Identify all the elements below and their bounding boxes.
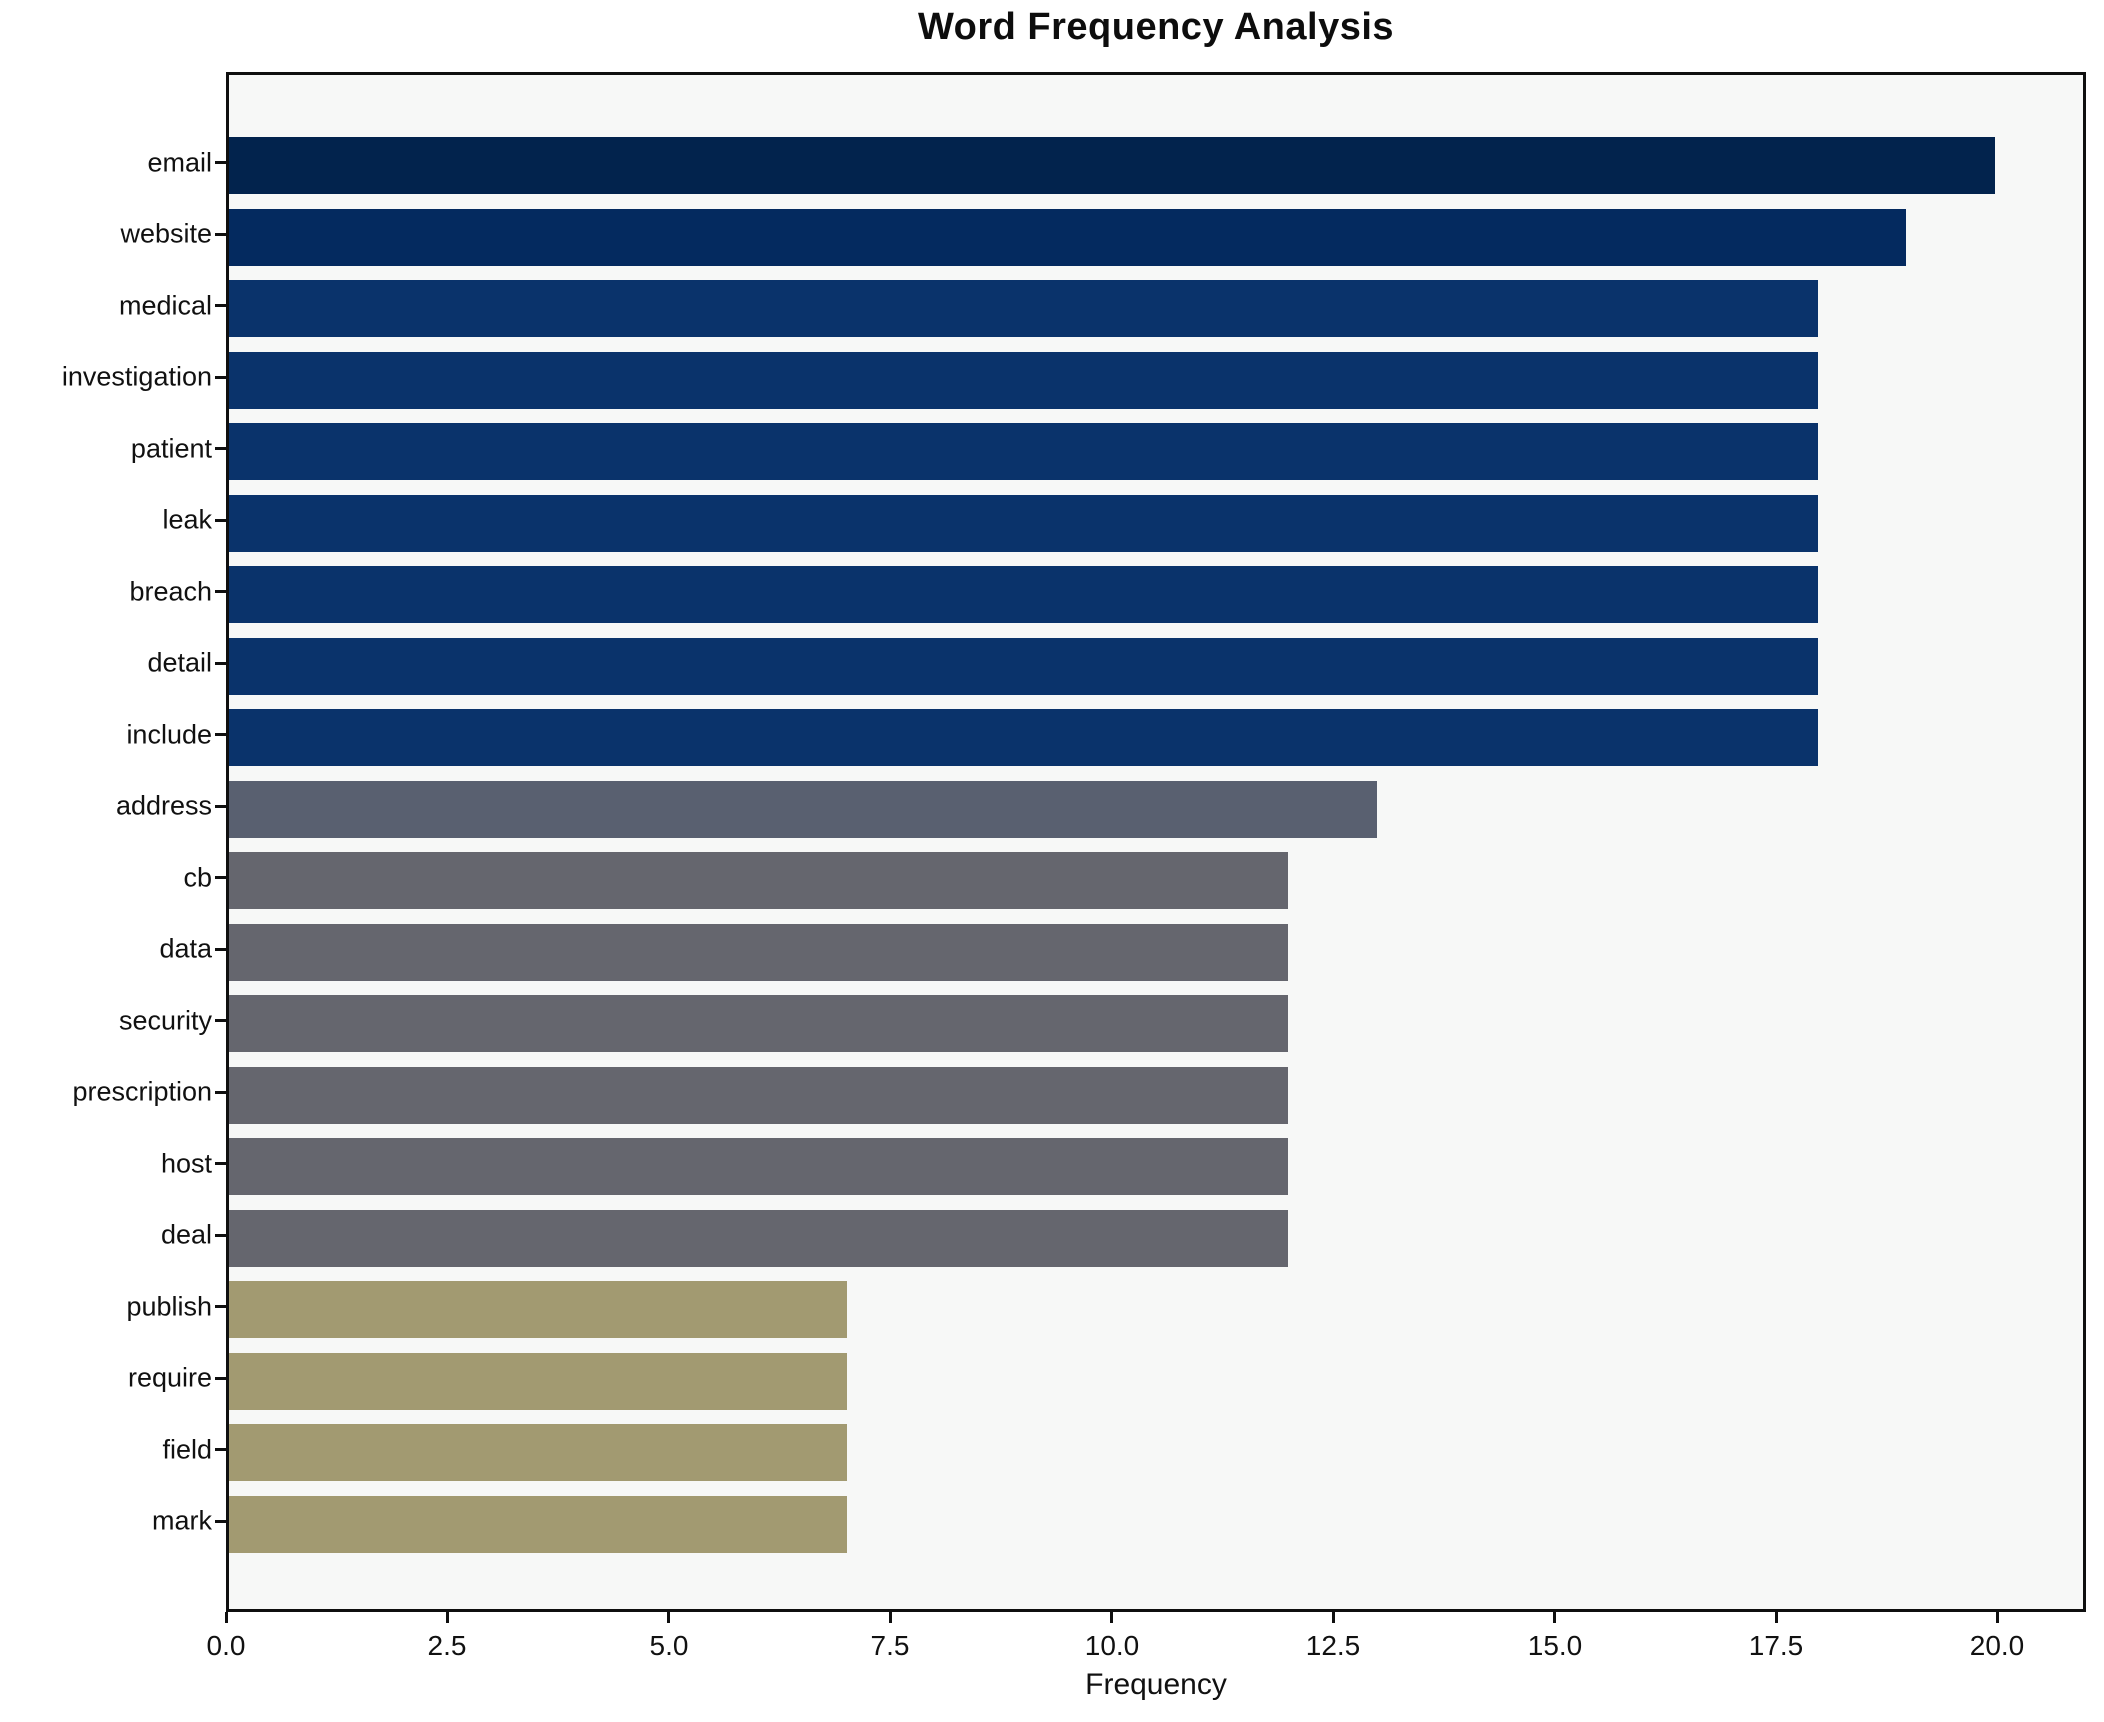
bar-investigation [229,352,1819,409]
bar-prescription [229,1067,1289,1124]
bar-breach [229,566,1819,623]
y-axis-label-leak: leak [162,504,212,535]
y-tick-investigation [215,376,226,379]
y-axis-label-field: field [162,1434,212,1465]
y-axis-label-address: address [115,790,212,821]
y-axis-label-mark: mark [152,1505,212,1536]
chart-title: Word Frequency Analysis [917,6,1395,48]
x-tick-7.5 [889,1612,892,1623]
y-tick-data [215,948,226,951]
x-tick-label-7.5: 7.5 [870,1630,910,1661]
y-axis-label-detail: detail [147,647,212,678]
y-axis-label-medical: medical [118,290,212,321]
x-tick-label-20.0: 20.0 [1969,1630,2025,1661]
x-tick-label-5.0: 5.0 [649,1630,689,1661]
y-axis-label-patient: patient [130,433,212,464]
y-tick-deal [215,1234,226,1237]
x-tick-label-2.5: 2.5 [427,1630,467,1661]
bar-deal [229,1210,1289,1267]
y-tick-website [215,233,226,236]
x-tick-label-17.5: 17.5 [1748,1630,1804,1661]
y-axis-label-email: email [147,147,212,178]
y-tick-cb [215,876,226,879]
bar-data [229,924,1289,981]
bar-security [229,995,1289,1052]
x-tick-0.0 [225,1612,228,1623]
plot-area [226,72,2086,1612]
bar-patient [229,423,1819,480]
bar-address [229,781,1377,838]
y-axis-label-require: require [127,1362,212,1393]
x-tick-12.5 [1332,1612,1335,1623]
bar-leak [229,495,1819,552]
y-tick-security [215,1019,226,1022]
y-axis-label-deal: deal [160,1219,212,1250]
y-tick-breach [215,590,226,593]
bar-email [229,137,1995,194]
y-tick-prescription [215,1091,226,1094]
y-tick-address [215,805,226,808]
y-axis-label-host: host [160,1148,212,1179]
y-tick-require [215,1377,226,1380]
bar-detail [229,638,1819,695]
bar-cb [229,852,1289,909]
y-axis-label-cb: cb [183,862,212,893]
x-tick-2.5 [446,1612,449,1623]
y-tick-patient [215,447,226,450]
bar-medical [229,280,1819,337]
bar-publish [229,1281,847,1338]
x-tick-10.0 [1110,1612,1113,1623]
y-axis-label-include: include [126,719,212,750]
x-axis-title: Frequency [1085,1668,1227,1701]
bar-website [229,209,1907,266]
x-tick-label-15.0: 15.0 [1527,1630,1583,1661]
x-tick-5.0 [667,1612,670,1623]
y-tick-host [215,1162,226,1165]
x-tick-17.5 [1775,1612,1778,1623]
y-axis-label-security: security [118,1005,212,1036]
x-tick-label-12.5: 12.5 [1305,1630,1361,1661]
y-tick-publish [215,1305,226,1308]
x-tick-label-0.0: 0.0 [206,1630,246,1661]
y-axis-label-publish: publish [126,1291,212,1322]
y-tick-include [215,733,226,736]
y-axis-label-prescription: prescription [72,1076,212,1107]
bar-host [229,1138,1289,1195]
x-tick-label-10.0: 10.0 [1084,1630,1140,1661]
bar-include [229,709,1819,766]
y-axis-label-breach: breach [129,576,212,607]
y-tick-leak [215,519,226,522]
bar-mark [229,1496,847,1553]
y-tick-email [215,161,226,164]
x-tick-20.0 [1996,1612,1999,1623]
y-axis-label-investigation: investigation [61,361,212,392]
bar-field [229,1424,847,1481]
y-tick-detail [215,662,226,665]
y-axis-label-website: website [120,218,212,249]
y-tick-mark [215,1520,226,1523]
bar-require [229,1353,847,1410]
x-tick-15.0 [1553,1612,1556,1623]
y-tick-field [215,1448,226,1451]
y-tick-medical [215,304,226,307]
y-axis-label-data: data [159,933,212,964]
